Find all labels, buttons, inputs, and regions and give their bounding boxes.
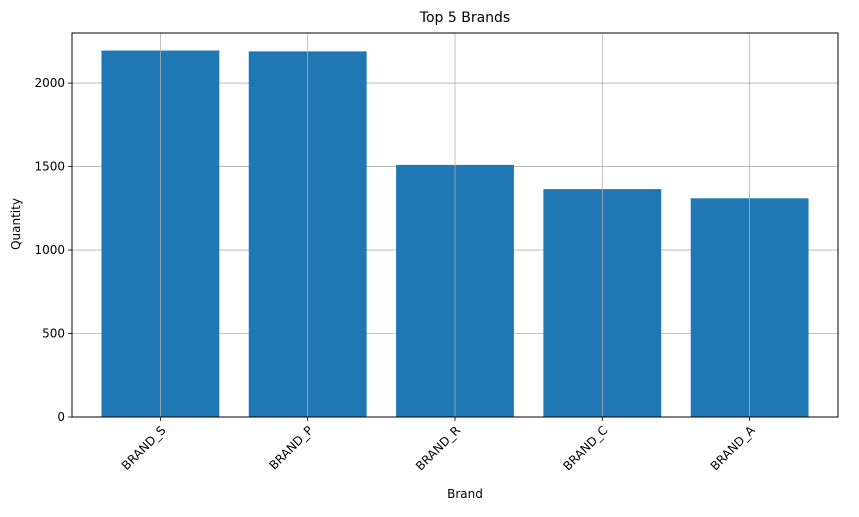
- y-tick-label: 500: [42, 327, 65, 341]
- y-tick-label: 2000: [34, 76, 65, 90]
- y-axis-ticks: 0 500 1000 1500 2000: [34, 76, 72, 424]
- x-tick-label: BRAND_A: [708, 423, 759, 474]
- x-axis-ticks: BRAND_S BRAND_P BRAND_R BRAND_C BRAND_A: [119, 417, 758, 473]
- y-axis-label: Quantity: [9, 198, 23, 250]
- chart-title: Top 5 Brands: [419, 10, 510, 26]
- y-tick-label: 0: [57, 410, 65, 424]
- x-tick-label: BRAND_S: [119, 423, 169, 473]
- x-tick-label: BRAND_C: [560, 423, 610, 473]
- x-tick-label: BRAND_R: [413, 423, 463, 473]
- y-tick-label: 1500: [34, 160, 65, 174]
- x-tick-label: BRAND_P: [266, 423, 315, 472]
- y-tick-label: 1000: [34, 243, 65, 257]
- x-axis-label: Brand: [447, 487, 483, 501]
- vertical-grid-lines: [159, 33, 751, 417]
